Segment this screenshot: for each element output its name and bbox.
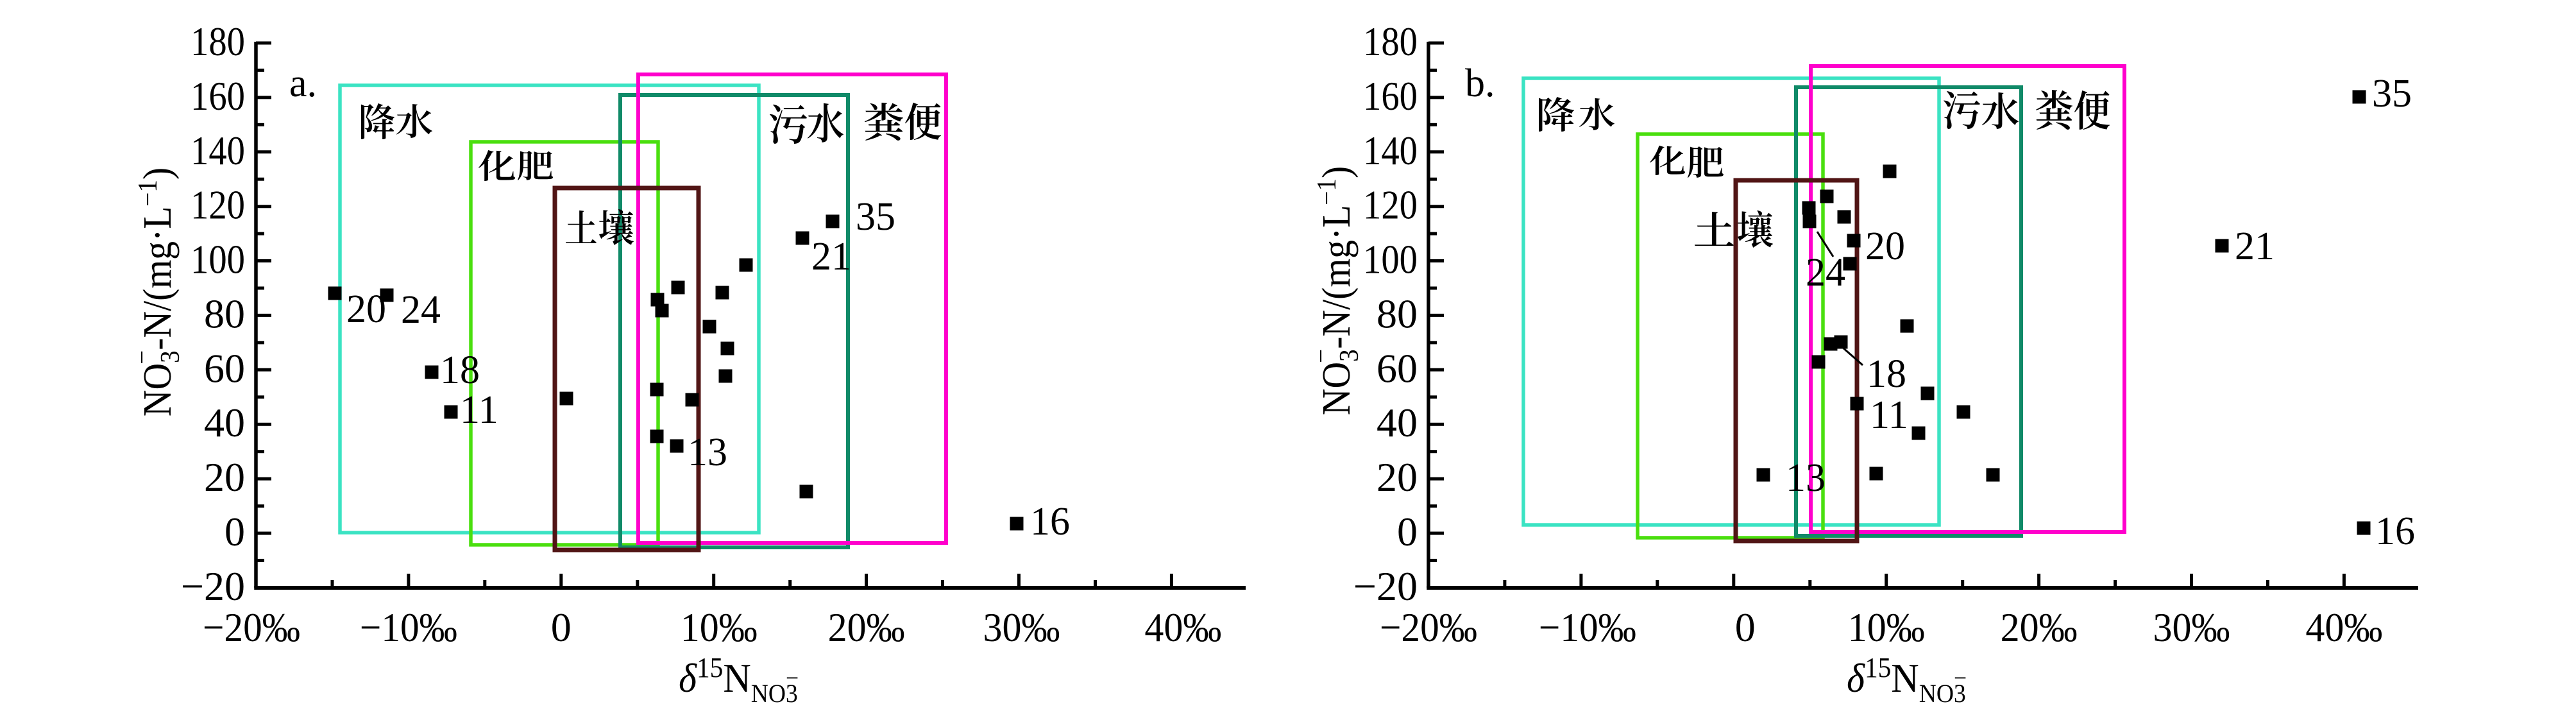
svg-text:20‰: 20‰ xyxy=(828,604,905,650)
svg-text:0: 0 xyxy=(1735,604,1756,650)
svg-text:20: 20 xyxy=(204,454,245,500)
svg-text:100: 100 xyxy=(1363,237,1418,282)
svg-text:120: 120 xyxy=(191,182,245,228)
svg-text:100: 100 xyxy=(191,237,245,282)
svg-text:18: 18 xyxy=(440,348,480,392)
svg-text:35: 35 xyxy=(2372,72,2412,116)
svg-text:180: 180 xyxy=(1363,19,1418,64)
svg-text:δ15NNO3−: δ15NNO3− xyxy=(679,653,799,708)
svg-text:140: 140 xyxy=(191,128,245,173)
svg-text:13: 13 xyxy=(688,431,727,474)
svg-text:21: 21 xyxy=(2235,225,2275,268)
svg-text:30‰: 30‰ xyxy=(2153,604,2230,650)
svg-text:24: 24 xyxy=(1806,251,1845,295)
svg-text:13: 13 xyxy=(1786,456,1826,500)
svg-text:NO3−-N/(mg·L−1): NO3−-N/(mg·L−1) xyxy=(127,167,185,416)
svg-text:0: 0 xyxy=(225,509,245,554)
svg-text:40‰: 40‰ xyxy=(2305,604,2382,650)
svg-text:35: 35 xyxy=(856,195,895,239)
svg-text:10‰: 10‰ xyxy=(681,604,758,650)
svg-text:0: 0 xyxy=(1397,509,1418,554)
svg-text:20: 20 xyxy=(1865,225,1905,268)
svg-text:−20: −20 xyxy=(181,563,245,609)
svg-text:24: 24 xyxy=(401,288,441,332)
svg-text:140: 140 xyxy=(1363,128,1418,173)
svg-text:16: 16 xyxy=(2375,510,2415,553)
svg-text:δ15NNO3−: δ15NNO3− xyxy=(1847,653,1967,708)
svg-text:80: 80 xyxy=(1377,291,1418,336)
svg-text:a.: a. xyxy=(289,62,317,105)
svg-text:NO3−-N/(mg·L−1): NO3−-N/(mg·L−1) xyxy=(1306,166,1364,415)
svg-text:18: 18 xyxy=(1867,352,1906,396)
svg-text:40: 40 xyxy=(1377,400,1418,445)
svg-text:40‰: 40‰ xyxy=(1144,604,1221,650)
svg-text:30‰: 30‰ xyxy=(983,604,1060,650)
svg-text:20‰: 20‰ xyxy=(2001,604,2078,650)
svg-text:b.: b. xyxy=(1465,62,1495,105)
svg-text:160: 160 xyxy=(1363,73,1418,119)
svg-text:−20: −20 xyxy=(1353,563,1418,609)
svg-text:21: 21 xyxy=(811,235,851,278)
svg-text:−20‰: −20‰ xyxy=(1380,604,1477,650)
svg-text:11: 11 xyxy=(1870,393,1908,437)
svg-text:20: 20 xyxy=(346,287,386,331)
svg-text:−10‰: −10‰ xyxy=(1539,604,1636,650)
svg-text:180: 180 xyxy=(191,19,245,64)
svg-text:16: 16 xyxy=(1030,500,1070,544)
svg-text:11: 11 xyxy=(460,388,498,432)
svg-text:160: 160 xyxy=(191,73,245,119)
svg-text:0: 0 xyxy=(551,604,572,650)
svg-text:40: 40 xyxy=(204,400,245,445)
svg-text:20: 20 xyxy=(1377,454,1418,500)
svg-text:80: 80 xyxy=(204,291,245,336)
svg-text:10‰: 10‰ xyxy=(1848,604,1925,650)
svg-text:−20‰: −20‰ xyxy=(203,604,300,650)
svg-text:60: 60 xyxy=(204,345,245,391)
svg-text:−10‰: −10‰ xyxy=(360,604,457,650)
svg-text:120: 120 xyxy=(1363,182,1418,228)
svg-text:60: 60 xyxy=(1377,345,1418,391)
